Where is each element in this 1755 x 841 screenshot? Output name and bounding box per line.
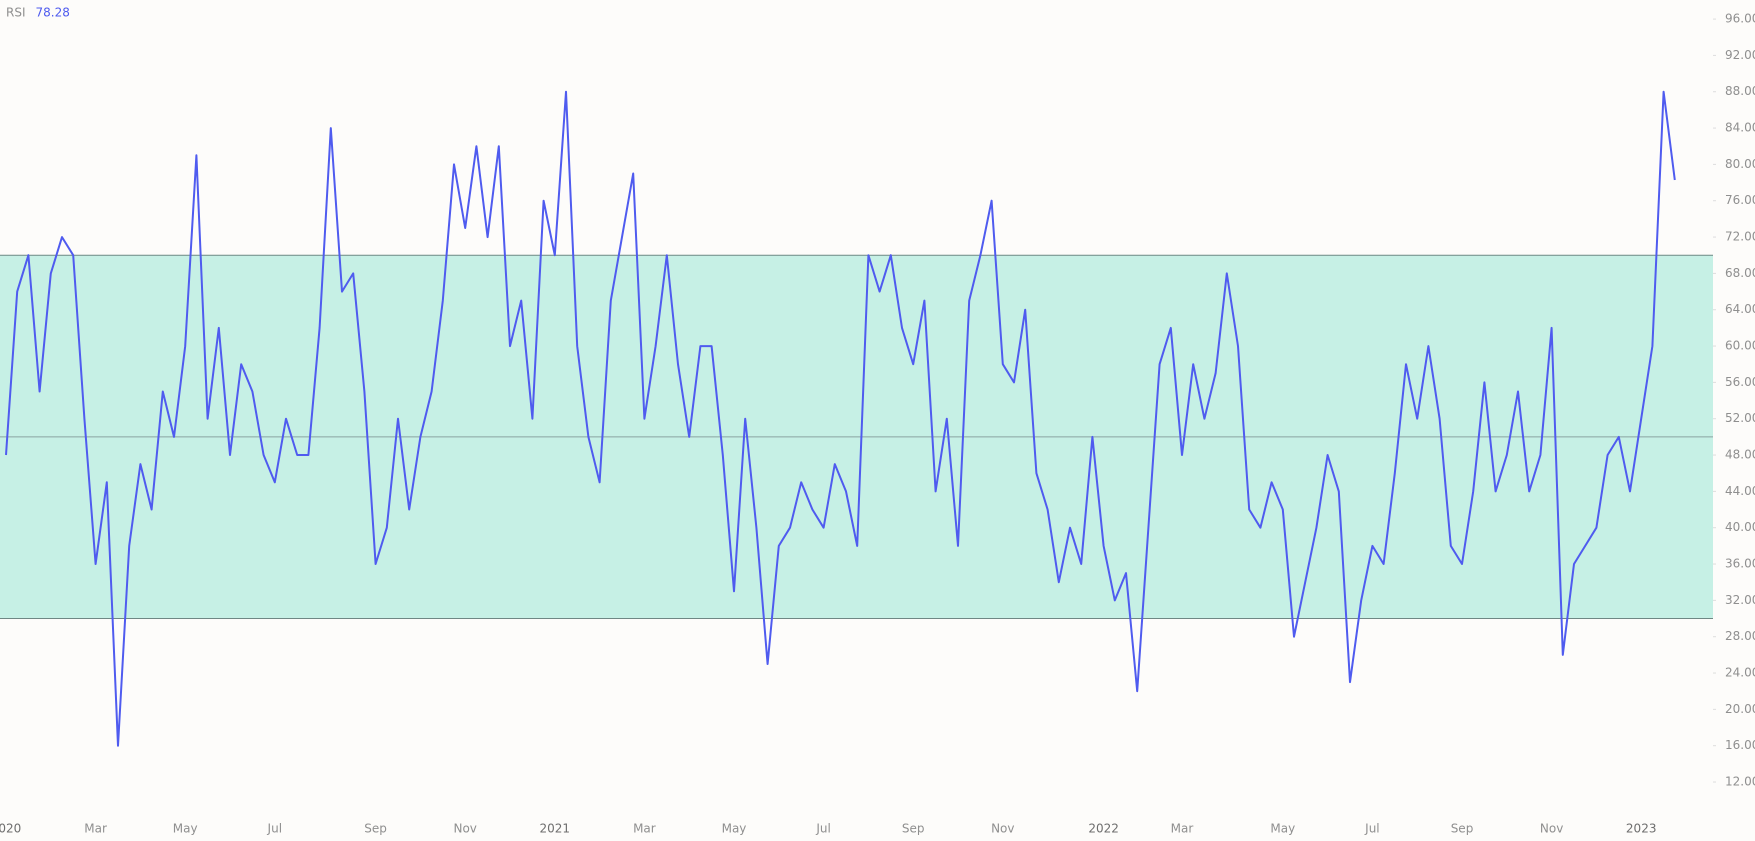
x-tick-label: Jul xyxy=(267,822,282,836)
x-tick-label: Nov xyxy=(453,822,476,836)
y-tick-label: 68.00 xyxy=(1725,266,1755,280)
current-value: 78.28 xyxy=(36,6,70,20)
x-tick-label: May xyxy=(1270,822,1295,836)
y-tick-label: 64.00 xyxy=(1725,302,1755,316)
y-tick-label: 80.00 xyxy=(1725,157,1755,171)
x-tick-label: Sep xyxy=(902,822,925,836)
y-tick-label: 40.00 xyxy=(1725,520,1755,534)
y-tick-label: 84.00 xyxy=(1725,121,1755,135)
y-tick-label: 44.00 xyxy=(1725,484,1755,498)
y-tick-label: 92.00 xyxy=(1725,48,1755,62)
x-tick-label: Mar xyxy=(1171,822,1194,836)
y-tick-label: 20.00 xyxy=(1725,702,1755,716)
chart-title: RSI xyxy=(6,6,26,20)
y-tick-label: 28.00 xyxy=(1725,629,1755,643)
x-tick-label: May xyxy=(722,822,747,836)
x-tick-label: 2022 xyxy=(1088,822,1119,836)
x-tick-label: 2023 xyxy=(1626,822,1657,836)
x-tick-label: Jul xyxy=(1364,822,1379,836)
y-tick-label: 56.00 xyxy=(1725,375,1755,389)
y-tick-label: 24.00 xyxy=(1725,666,1755,680)
y-tick-label: 60.00 xyxy=(1725,339,1755,353)
y-tick-label: 16.00 xyxy=(1725,738,1755,752)
x-tick-label: 2021 xyxy=(540,822,571,836)
y-tick-label: 48.00 xyxy=(1725,448,1755,462)
rsi-line xyxy=(5,90,1676,747)
y-tick-label: 52.00 xyxy=(1725,411,1755,425)
x-tick-label: Mar xyxy=(633,822,656,836)
x-tick-label: May xyxy=(173,822,198,836)
y-tick-label: 88.00 xyxy=(1725,84,1755,98)
y-tick-label: 12.00 xyxy=(1725,775,1755,789)
y-tick-label: 72.00 xyxy=(1725,230,1755,244)
x-tick-label: Sep xyxy=(1451,822,1474,836)
x-tick-label: Nov xyxy=(1540,822,1563,836)
x-tick-label: Mar xyxy=(84,822,107,836)
x-tick-label: Sep xyxy=(364,822,387,836)
y-tick-label: 76.00 xyxy=(1725,193,1755,207)
x-tick-label: Jul xyxy=(815,822,830,836)
x-tick-label: Nov xyxy=(991,822,1014,836)
y-tick-label: 32.00 xyxy=(1725,593,1755,607)
y-tick-label: 36.00 xyxy=(1725,557,1755,571)
plot-area xyxy=(0,90,1713,747)
y-tick-label: 96.00 xyxy=(1725,12,1755,26)
x-tick-label: 2020 xyxy=(0,822,21,836)
